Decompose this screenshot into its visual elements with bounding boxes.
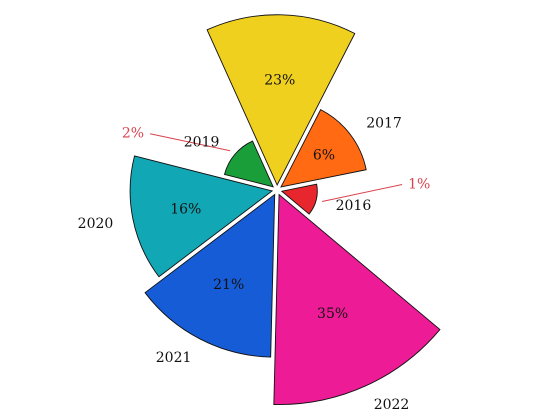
value-label-2018: 23% bbox=[264, 73, 295, 89]
category-label-2021: 2021 bbox=[156, 350, 192, 366]
wedge-2017 bbox=[280, 109, 367, 188]
callout-label-2019: 2% bbox=[122, 126, 144, 142]
wedge-2018 bbox=[206, 14, 356, 187]
category-label-2016: 2016 bbox=[336, 198, 372, 214]
category-label-2017: 2017 bbox=[366, 115, 402, 131]
value-label-2020: 16% bbox=[170, 201, 201, 217]
callout-line-2016 bbox=[321, 184, 403, 202]
value-label-2022: 35% bbox=[317, 306, 348, 322]
callout-label-2016: 1% bbox=[408, 177, 430, 193]
value-label-2017: 6% bbox=[313, 147, 335, 163]
category-label-2018: 2018 bbox=[264, 0, 300, 4]
category-label-2019: 2019 bbox=[184, 135, 220, 151]
wedge-2019 bbox=[223, 140, 274, 188]
wedge-2021 bbox=[144, 193, 276, 358]
wedge-2022 bbox=[273, 193, 441, 405]
wedge-2016 bbox=[280, 183, 318, 215]
wedge-2020 bbox=[129, 155, 274, 278]
value-label-2021: 21% bbox=[213, 277, 244, 293]
category-label-2020: 2020 bbox=[78, 216, 114, 232]
callout-line-2019 bbox=[149, 133, 231, 152]
category-label-2022: 2022 bbox=[374, 397, 410, 413]
